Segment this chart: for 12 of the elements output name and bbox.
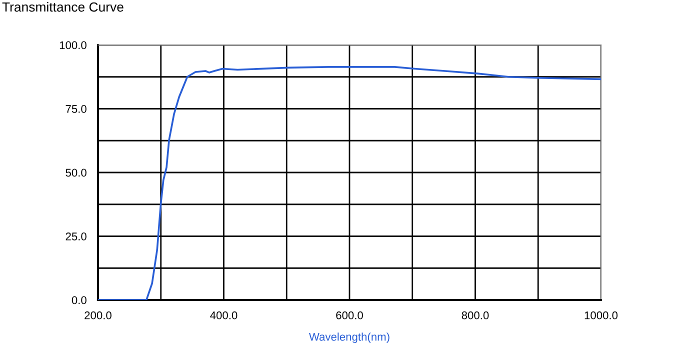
x-axis-title: Wavelength(nm) — [309, 332, 390, 343]
y-tick-label: 0.0 — [72, 296, 86, 304]
x-tick-label: 1000.0 — [584, 311, 618, 320]
x-tick-label: 800.0 — [462, 311, 489, 320]
x-tick-label: 400.0 — [210, 311, 238, 320]
y-tick-label: 100.0 — [60, 41, 86, 50]
y-tick-label: 25.0 — [66, 232, 86, 240]
chart-title: Transmittance Curve — [2, 2, 124, 12]
y-tick-label: 50.0 — [66, 168, 86, 177]
x-tick-label: 200.0 — [84, 311, 112, 320]
x-tick-label: 600.0 — [336, 311, 363, 320]
y-tick-label: 75.0 — [66, 105, 86, 113]
